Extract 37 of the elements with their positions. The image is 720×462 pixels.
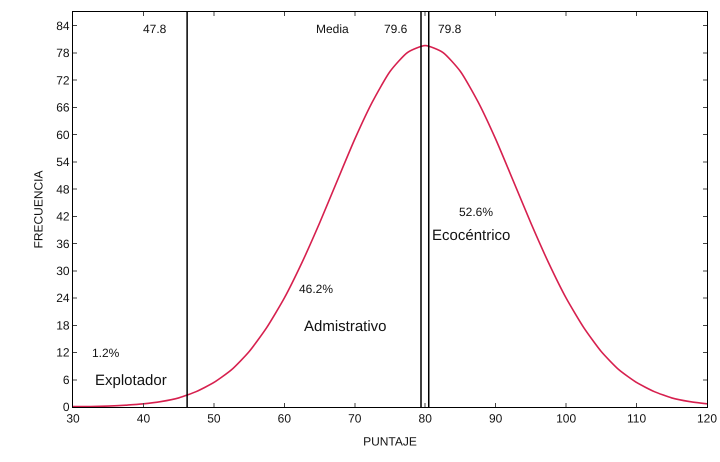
x-tick-label: 50	[207, 411, 221, 426]
y-tick-label: 30	[56, 264, 70, 278]
x-tick-label: 90	[488, 411, 503, 426]
y-tick-label: 6	[62, 372, 70, 387]
x-tick-label: 100	[556, 411, 576, 426]
annotation: 1.2%	[92, 346, 120, 360]
y-tick-label: 0	[62, 400, 70, 414]
y-tick-label: 12	[56, 346, 70, 360]
annotation: Explotador	[95, 372, 167, 389]
y-tick-label: 24	[56, 291, 70, 306]
x-axis-title: PUNTAJE	[363, 434, 417, 448]
annotation: Media	[316, 22, 350, 36]
y-tick-label: 84	[56, 18, 70, 33]
y-tick-label: 78	[56, 46, 70, 60]
y-tick-label: 42	[56, 210, 70, 224]
y-tick-label: 18	[56, 318, 70, 332]
annotation: 79.8	[438, 22, 462, 36]
annotation: 46.2%	[299, 282, 334, 296]
annotation: 47.8	[143, 22, 167, 36]
x-tick-label: 60	[278, 411, 292, 426]
y-tick-label: 60	[56, 128, 70, 142]
line-series	[73, 44, 707, 407]
y-tick-label: 66	[56, 100, 70, 115]
x-tick-label: 110	[626, 411, 646, 426]
x-tick-label: 70	[348, 411, 362, 426]
x-tick-label: 80	[418, 411, 432, 426]
y-tick-label: 36	[56, 236, 70, 251]
y-tick-label: 72	[56, 73, 70, 88]
x-tick-label: 120	[696, 411, 718, 426]
x-tick-label: 40	[136, 411, 150, 426]
annotation: 79.6	[384, 22, 408, 36]
annotation: Ecocéntrico	[432, 227, 510, 244]
annotation: 52.6%	[459, 205, 494, 219]
y-tick-label: 54	[56, 155, 70, 170]
y-axis-title: FRECUENCIA	[32, 170, 46, 249]
annotation: Admistrativo	[304, 318, 387, 335]
y-tick-label: 48	[56, 182, 70, 196]
